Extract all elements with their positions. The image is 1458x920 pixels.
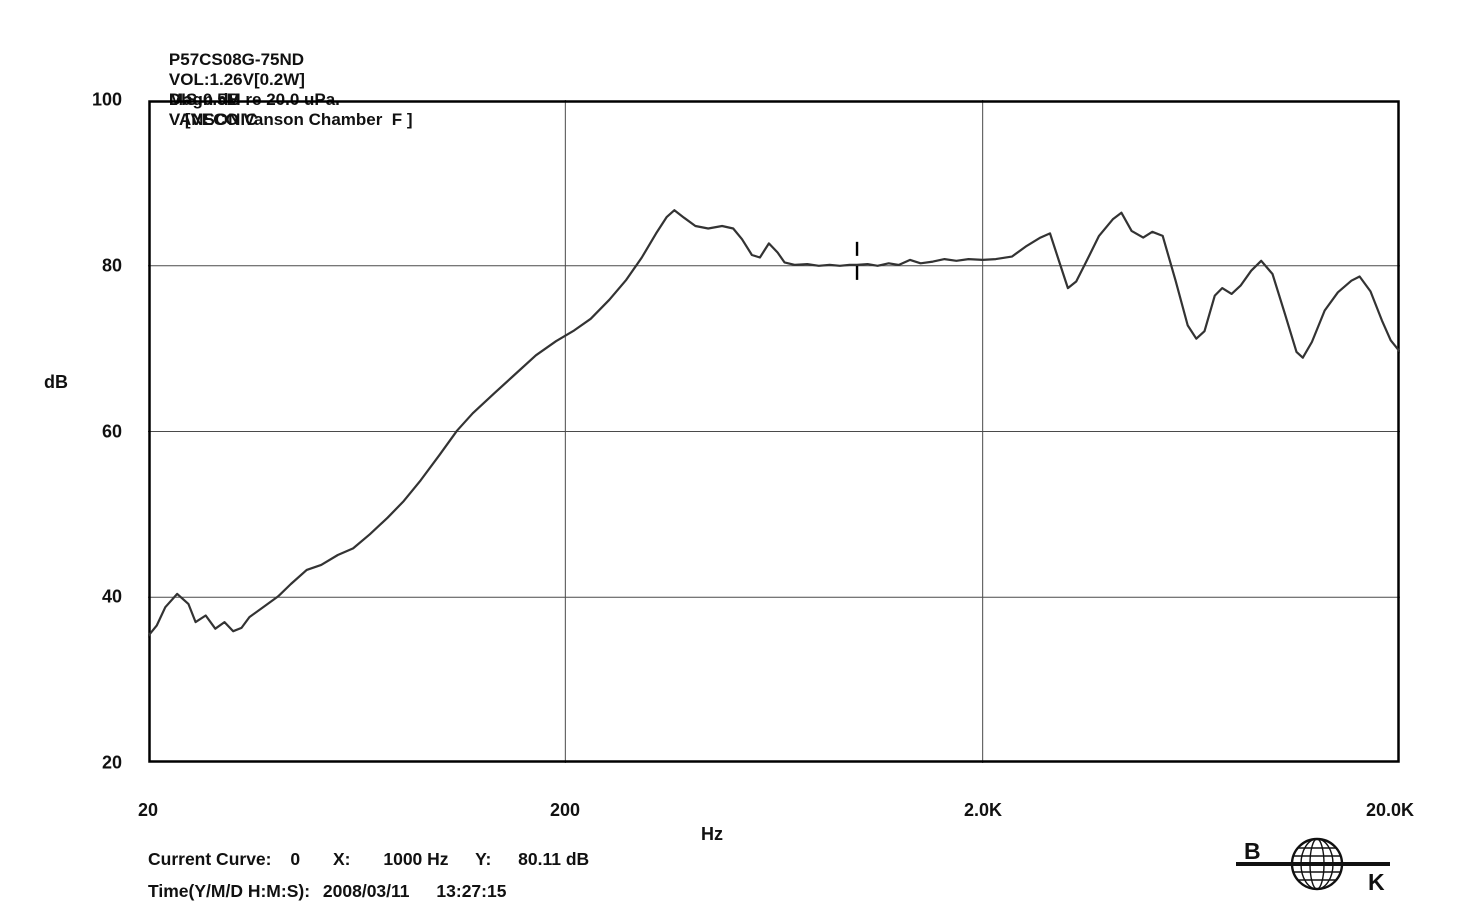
plot-area (148, 100, 1400, 763)
cursor-y-value: 80.11 dB (518, 849, 590, 869)
x-tick-label-200: 200 (549, 800, 581, 820)
timestamp-label: Time(Y/M/D H:M:S): (148, 881, 311, 901)
y-tick-label-80: 80 (101, 255, 122, 276)
x-axis-title: Hz (701, 824, 723, 844)
globe-icon (1290, 837, 1344, 891)
model-label: P57CS08G-75ND (168, 50, 305, 69)
x-tick-label-20: 20 (137, 800, 159, 820)
y-tick-label-20: 20 (101, 752, 122, 773)
magnitude-reference-label: Magn dB re 20.0 uPa. (168, 90, 340, 109)
brand-label: VANSONIC (168, 110, 258, 129)
y-tick-label-40: 40 (101, 586, 122, 607)
y-tick-label-100: 100 (91, 89, 122, 110)
cursor-x-label: X: (332, 849, 351, 869)
logo-b-letter: B (1244, 838, 1261, 864)
chart-subtitle: Magn dB re 20.0 uPa. [VECO Vanson Chambe… (150, 70, 413, 150)
cursor-y-label: Y: (475, 849, 492, 869)
cursor-x-value: 1000 Hz (383, 849, 449, 869)
timestamp-time: 13:27:15 (436, 881, 507, 901)
timestamp-readout: Time(Y/M/D H:M:S): 2008/03/11 13:27:15 (148, 881, 506, 902)
distance-label: DIS:0.5M (168, 90, 241, 109)
x-tick-label-2k: 2.0K (963, 800, 1003, 820)
chamber-label: [VECO Vanson Chamber F ] (184, 110, 413, 129)
x-tick-label-20k: 20.0K (1365, 800, 1415, 820)
current-curve-label: Current Curve: (148, 849, 272, 869)
logo-bar (1236, 862, 1390, 866)
current-curve-index: 0 (290, 849, 301, 869)
y-axis-title: dB (44, 372, 68, 392)
timestamp-date: 2008/03/11 (322, 881, 410, 901)
y-tick-label-60: 60 (101, 421, 122, 442)
frequency-response-curve (148, 209, 1400, 638)
bk-logo: B K (1236, 837, 1390, 895)
plot-frame (148, 100, 1400, 763)
chart-header: P57CS08G-75ND VOL:1.26V[0.2W] DIS:0.5M V… (150, 30, 337, 150)
cursor-readout: Current Curve: 0 X: 1000 Hz Y: 80.11 dB (148, 849, 589, 870)
voltage-label: VOL:1.26V[0.2W] (168, 70, 305, 89)
logo-k-letter: K (1368, 869, 1385, 895)
